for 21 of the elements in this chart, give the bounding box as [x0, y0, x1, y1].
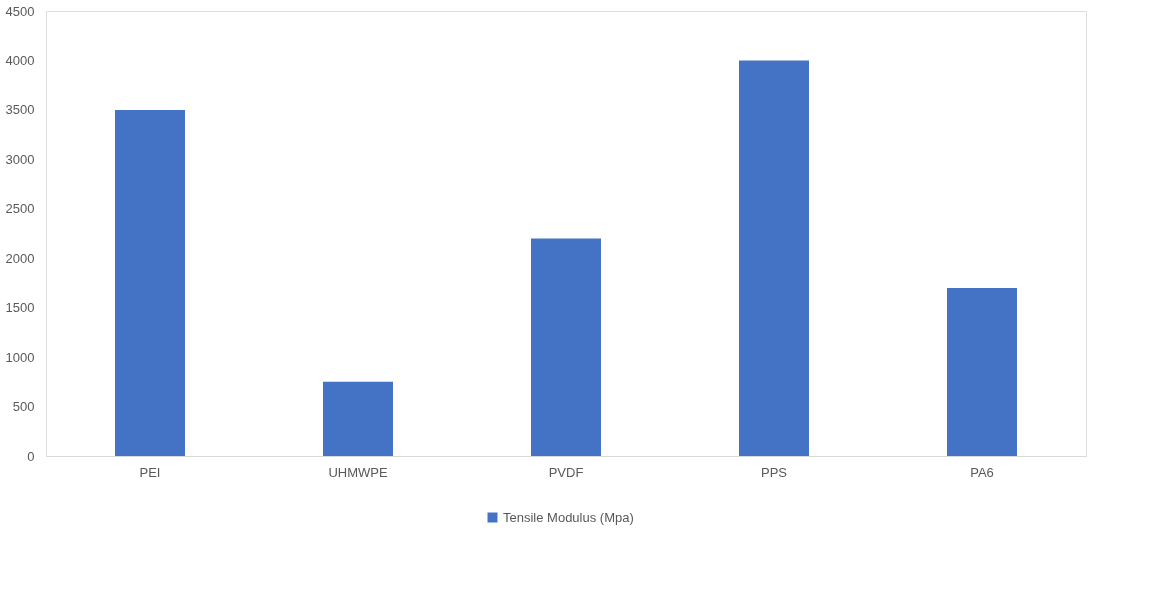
y-tick-label: 3500	[5, 102, 35, 118]
bar	[115, 109, 185, 456]
x-tick-label: PA6	[970, 464, 994, 480]
legend-label: Tensile Modulus (Mpa)	[503, 509, 634, 525]
x-tick-label: UHMWPE	[328, 464, 388, 480]
y-tick-label: 2000	[5, 250, 35, 266]
bar	[323, 381, 393, 456]
bar	[531, 238, 601, 456]
y-tick-label: 4000	[5, 52, 35, 68]
y-tick-label: 0	[27, 448, 35, 464]
y-tick-label: 2500	[5, 201, 35, 217]
y-tick-label: 500	[12, 399, 35, 415]
bar	[947, 287, 1017, 456]
x-tick-label: PPS	[760, 464, 788, 480]
x-tick-label: PVDF	[548, 464, 584, 480]
x-tick-label: PEI	[139, 464, 161, 480]
y-tick-label: 1500	[5, 300, 35, 316]
y-tick-label: 3000	[5, 151, 35, 167]
y-tick-label: 1000	[5, 349, 35, 365]
y-tick-label: 4500	[5, 3, 35, 19]
bar	[739, 60, 809, 456]
